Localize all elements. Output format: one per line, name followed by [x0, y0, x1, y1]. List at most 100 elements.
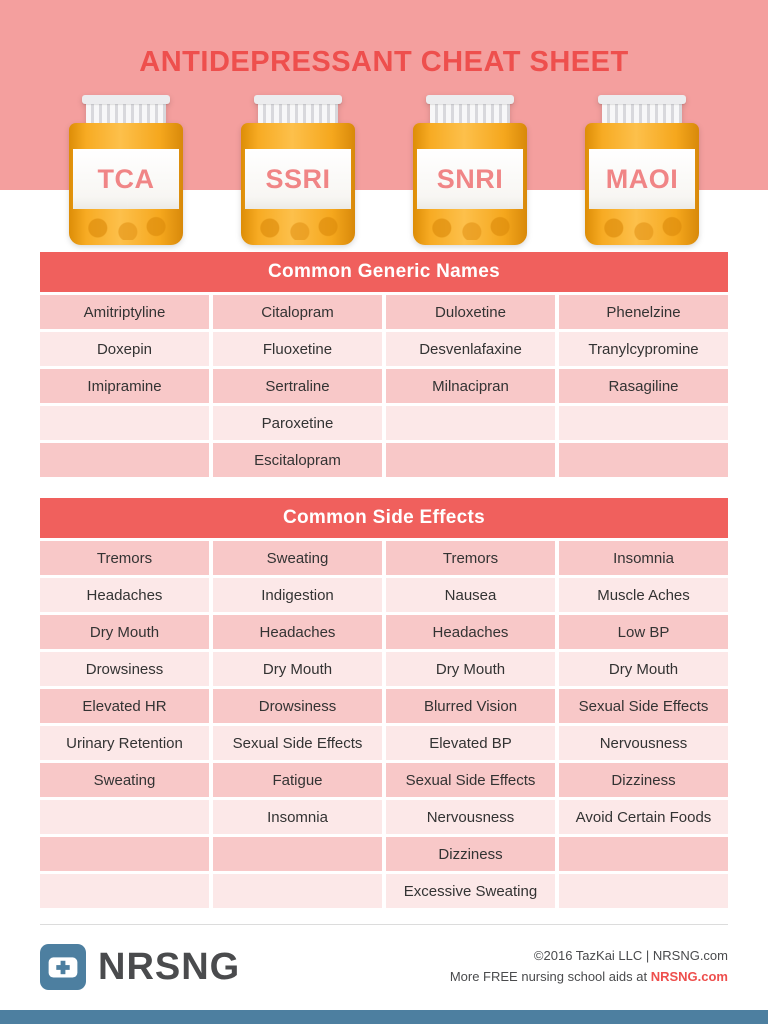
bottle-column-ssri: SSRI [212, 95, 384, 245]
side-effects-header: Common Side Effects [40, 498, 728, 538]
table-cell: Elevated HR [40, 689, 209, 723]
table-cell: Headaches [386, 615, 555, 649]
tagline-prefix: More FREE nursing school aids at [449, 969, 651, 984]
bottle-column-tca: TCA [40, 95, 212, 245]
table-cell: Dizziness [386, 837, 555, 871]
table-cell: Desvenlafaxine [386, 332, 555, 366]
bottle-cap-icon [254, 95, 342, 125]
table-cell: Sweating [213, 541, 382, 575]
table-cell: Low BP [559, 615, 728, 649]
bottle-column-snri: SNRI [384, 95, 556, 245]
table-cell: Nervousness [386, 800, 555, 834]
table-cell: Phenelzine [559, 295, 728, 329]
pill-bottle-snri: SNRI [413, 95, 527, 245]
bottle-cap-icon [598, 95, 686, 125]
table-cell: Dry Mouth [386, 652, 555, 686]
table-cell: Tremors [40, 541, 209, 575]
table-cell: Urinary Retention [40, 726, 209, 760]
table-cell: Milnacipran [386, 369, 555, 403]
table-cell: Fatigue [213, 763, 382, 797]
bottle-column-maoi: MAOI [556, 95, 728, 245]
generic-names-table: Amitriptyline Citalopram Duloxetine Phenelz… [40, 295, 728, 477]
table-cell: Sexual Side Effects [213, 726, 382, 760]
table-cell: Amitriptyline [40, 295, 209, 329]
bottom-accent-bar [0, 1010, 768, 1024]
table-cell [40, 800, 209, 834]
table-cell: Sertraline [213, 369, 382, 403]
table-cell: Elevated BP [386, 726, 555, 760]
table-cell: Rasagiline [559, 369, 728, 403]
table-cell: Nervousness [559, 726, 728, 760]
bottle-row: TCA SSRI SNRI MAO [40, 95, 728, 245]
nrsng-logo-icon [40, 944, 86, 990]
table-cell [386, 406, 555, 440]
table-cell: Insomnia [559, 541, 728, 575]
table-cell [559, 406, 728, 440]
table-cell [559, 837, 728, 871]
table-cell: Indigestion [213, 578, 382, 612]
generic-names-header: Common Generic Names [40, 252, 728, 292]
table-cell: Doxepin [40, 332, 209, 366]
table-cell: Paroxetine [213, 406, 382, 440]
bottle-body: TCA [69, 123, 183, 245]
bottle-label-maoi: MAOI [589, 149, 695, 209]
table-cell [213, 874, 382, 908]
table-cell [40, 874, 209, 908]
table-cell: Muscle Aches [559, 578, 728, 612]
bottle-body: SNRI [413, 123, 527, 245]
bottle-label-ssri: SSRI [245, 149, 351, 209]
table-cell: Tranylcypromine [559, 332, 728, 366]
tagline-text: More FREE nursing school aids at NRSNG.c… [450, 967, 728, 988]
table-cell: Excessive Sweating [386, 874, 555, 908]
pill-bottle-maoi: MAOI [585, 95, 699, 245]
table-cell: Blurred Vision [386, 689, 555, 723]
side-effects-section: Common Side Effects Tremors Sweating Tremo… [40, 498, 728, 908]
bottle-body: MAOI [585, 123, 699, 245]
table-cell [386, 443, 555, 477]
brand-block: NRSNG [40, 944, 240, 990]
table-cell: Dry Mouth [213, 652, 382, 686]
table-cell [559, 443, 728, 477]
table-cell: Dry Mouth [40, 615, 209, 649]
page-title: ANTIDEPRESSANT CHEAT SHEET [139, 46, 629, 78]
bottle-body: SSRI [241, 123, 355, 245]
table-cell: Drowsiness [213, 689, 382, 723]
table-cell [40, 443, 209, 477]
table-cell: Drowsiness [40, 652, 209, 686]
footer-text-block: ©2016 TazKai LLC | NRSNG.com More FREE n… [450, 946, 728, 988]
nrsng-link[interactable]: NRSNG.com [650, 969, 728, 984]
table-cell: Tremors [386, 541, 555, 575]
table-cell: Headaches [213, 615, 382, 649]
table-cell: Dry Mouth [559, 652, 728, 686]
table-cell [40, 406, 209, 440]
table-cell: Insomnia [213, 800, 382, 834]
table-cell [559, 874, 728, 908]
table-cell: Sweating [40, 763, 209, 797]
pill-bottle-ssri: SSRI [241, 95, 355, 245]
footer-divider [40, 924, 728, 925]
table-cell: Citalopram [213, 295, 382, 329]
table-cell: Sexual Side Effects [559, 689, 728, 723]
table-cell: Escitalopram [213, 443, 382, 477]
table-cell: Duloxetine [386, 295, 555, 329]
table-cell [40, 837, 209, 871]
bottle-cap-icon [426, 95, 514, 125]
footer: NRSNG ©2016 TazKai LLC | NRSNG.com More … [40, 938, 728, 996]
bottle-cap-icon [82, 95, 170, 125]
table-cell: Fluoxetine [213, 332, 382, 366]
brand-name: NRSNG [98, 945, 241, 988]
copyright-text: ©2016 TazKai LLC | NRSNG.com [533, 948, 728, 964]
table-cell: Nausea [386, 578, 555, 612]
table-cell [213, 837, 382, 871]
table-cell: Headaches [40, 578, 209, 612]
table-cell: Dizziness [559, 763, 728, 797]
table-cell: Avoid Certain Foods [559, 800, 728, 834]
pill-bottle-tca: TCA [69, 95, 183, 245]
generic-names-section: Common Generic Names Amitriptyline Citalo… [40, 252, 728, 477]
bottle-label-snri: SNRI [417, 149, 523, 209]
table-cell: Sexual Side Effects [386, 763, 555, 797]
side-effects-table: Tremors Sweating Tremors Insomnia Headaches I… [40, 541, 728, 908]
bottle-label-tca: TCA [73, 149, 179, 209]
table-cell: Imipramine [40, 369, 209, 403]
